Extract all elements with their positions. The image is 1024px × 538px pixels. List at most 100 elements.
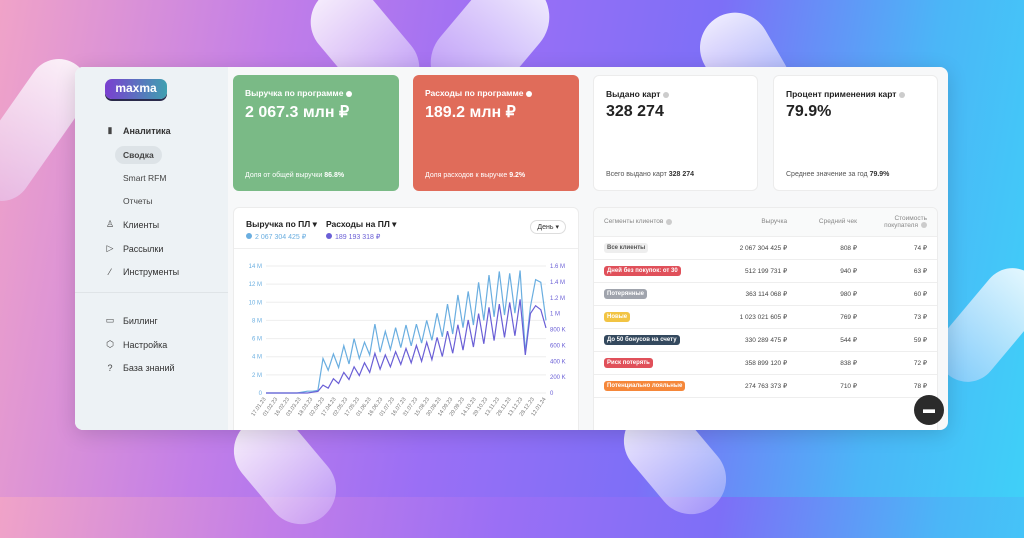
segment-badge[interactable]: Новые [604,311,631,322]
table-row[interactable]: Дней без покупок: от 30 512 199 731 ₽ 94… [594,259,937,283]
legend-value: 2 067 304 425 ₽ [255,234,307,241]
bar-chart-icon: ▮ [107,125,113,135]
revenue-cell: 2 067 304 425 ₽ [715,236,798,260]
column-header: Сегменты клиентов [594,208,716,237]
legend-value: 189 193 318 ₽ [335,234,381,241]
table-row[interactable]: Риск потерять 358 899 120 ₽ 838 ₽ 72 ₽ [594,351,937,375]
card-footer: Доля расходов к выручке [425,172,508,179]
segment-cell: Все клиенты [594,236,716,260]
divider [234,248,578,249]
divider [75,292,228,293]
table-row[interactable]: Новые 1 023 021 605 ₽ 769 ₽ 73 ₽ [594,305,937,329]
sidebar-item-label: Клиенты [123,219,160,230]
dashboard-window: maxma ▮ Аналитика Сводка Smart RFM Отчеты… [75,67,948,430]
sidebar-item-mailings[interactable]: ▷ Рассылки [105,243,164,254]
table-row[interactable]: Все клиенты 2 067 304 425 ₽ 808 ₽ 74 ₽ [594,236,937,260]
column-header: Стоимость покупателя [867,208,937,237]
y-right-tick-label: 200 K [550,375,566,381]
info-icon[interactable] [346,90,353,97]
table-row[interactable]: До 50 бонусов на счету 330 289 475 ₽ 544… [594,328,937,352]
legend-revenue[interactable]: Выручка по ПЛ ▾ 2 067 304 425 ₽ [246,219,317,241]
maxma-logo[interactable]: maxma [105,79,167,99]
card-footer: Среднее значение за год [786,171,868,178]
revenue-cell: 512 199 731 ₽ [715,259,798,283]
chat-button[interactable]: ▬ [914,395,944,425]
dot-icon [326,233,332,239]
segment-badge[interactable]: Потенциально лояльные [604,380,686,391]
period-select[interactable]: День ▾ [530,220,566,234]
revenue-cell: 274 763 373 ₽ [715,374,798,398]
y-left-tick-label: 6 M [252,337,262,343]
card-value: 2 067.3 млн ₽ [245,104,350,121]
avg-check-cell: 808 ₽ [797,236,867,260]
sidebar-item-billing[interactable]: ▭ Биллинг [105,315,158,326]
legend-expenses[interactable]: Расходы на ПЛ ▾ 189 193 318 ₽ [326,219,396,241]
segment-badge[interactable]: Дней без покупок: от 30 [604,265,681,276]
legend-title: Выручка по ПЛ ▾ [246,219,317,229]
segment-badge[interactable]: До 50 бонусов на счету [604,334,680,345]
dot-icon [246,233,252,239]
avg-check-cell: 769 ₽ [797,305,867,329]
segment-cell: Дней без покупок: от 30 [594,259,716,283]
chart-card: Выручка по ПЛ ▾ 2 067 304 425 ₽ Расходы н… [233,207,579,430]
y-right-tick-label: 1.6 M [550,264,565,270]
sidebar-item-analytics[interactable]: ▮ Аналитика [105,125,171,136]
info-icon[interactable] [666,218,673,225]
y-left-tick-label: 12 M [249,282,262,288]
sidebar-item-knowledge-base[interactable]: ? База знаний [105,363,175,373]
column-header: Выручка [715,208,798,237]
avg-check-cell: 544 ₽ [797,328,867,352]
send-icon: ▷ [106,243,114,253]
info-icon[interactable] [526,90,533,97]
cost-cell: 78 ₽ [867,374,937,398]
y-right-tick-label: 800 K [550,328,566,334]
sidebar-sub-smart-rfm[interactable]: Smart RFM [123,173,167,183]
card-value: 79.9% [786,103,832,120]
sidebar-item-label: Биллинг [123,315,158,326]
y-left-tick-label: 2 M [252,373,262,379]
expenses-card: Расходы по программе 189.2 млн ₽ Доля ра… [413,75,579,191]
sidebar-sub-reports[interactable]: Отчеты [123,196,153,206]
y-left-tick-label: 8 M [252,318,262,324]
chat-icon: ▬ [923,402,935,416]
segment-badge[interactable]: Все клиенты [604,242,649,253]
cost-cell: 72 ₽ [867,351,937,375]
sidebar-item-label: Рассылки [123,243,164,254]
info-icon[interactable] [663,91,670,98]
legend-title: Расходы на ПЛ ▾ [326,219,397,229]
y-left-tick-label: 0 [259,391,263,397]
card-value: 189.2 млн ₽ [425,104,516,121]
sidebar-item-label: База знаний [123,363,175,373]
revenue-cell: 363 114 068 ₽ [715,282,798,306]
expenses-series-line [266,299,547,394]
line-chart: 0 2 M 4 M 6 M 8 M 10 M 12 M 14 M 0 200 K 400 K 600 … [249,264,566,418]
card-title: Выручка по программе [245,88,344,98]
card-footer-value: 9.2% [509,172,526,179]
sidebar-item-clients[interactable]: ♙ Клиенты [105,219,159,230]
magic-wand-icon: ⁄ [109,267,111,277]
y-right-tick-label: 400 K [550,359,566,365]
sidebar-sub-summary[interactable]: Сводка [115,146,162,164]
sidebar-item-tools[interactable]: ⁄ Инструменты [105,267,179,277]
info-icon[interactable] [899,91,906,98]
table-row[interactable]: Потенциально лояльные 274 763 373 ₽ 710 … [594,374,937,398]
segment-badge[interactable]: Риск потерять [604,357,653,368]
segment-badge[interactable]: Потерянные [604,288,647,299]
help-icon: ? [107,363,113,373]
card-value: 328 274 [606,103,664,120]
cards-issued-card: Выдано карт 328 274 Всего выдано карт 32… [593,75,758,191]
y-right-tick-label: 600 K [550,343,566,349]
sidebar-item-label: Инструменты [123,267,180,277]
gear-icon: ⬡ [106,339,114,349]
info-icon[interactable] [921,222,927,229]
cost-cell: 74 ₽ [867,236,937,260]
y-right-tick-label: 1.2 M [550,296,565,302]
segment-cell: Потерянные [594,282,716,306]
sidebar-item-label: Настройка [123,339,168,350]
segments-table-card: Сегменты клиентов Выручка Средний чек Ст… [593,207,938,430]
table-row[interactable]: Потерянные 363 114 068 ₽ 980 ₽ 60 ₽ [594,282,937,306]
sidebar-item-settings[interactable]: ⬡ Настройка [105,339,167,350]
segments-table: Сегменты клиентов Выручка Средний чек Ст… [594,208,937,398]
avg-check-cell: 980 ₽ [797,282,867,306]
revenue-cell: 358 899 120 ₽ [715,351,798,375]
